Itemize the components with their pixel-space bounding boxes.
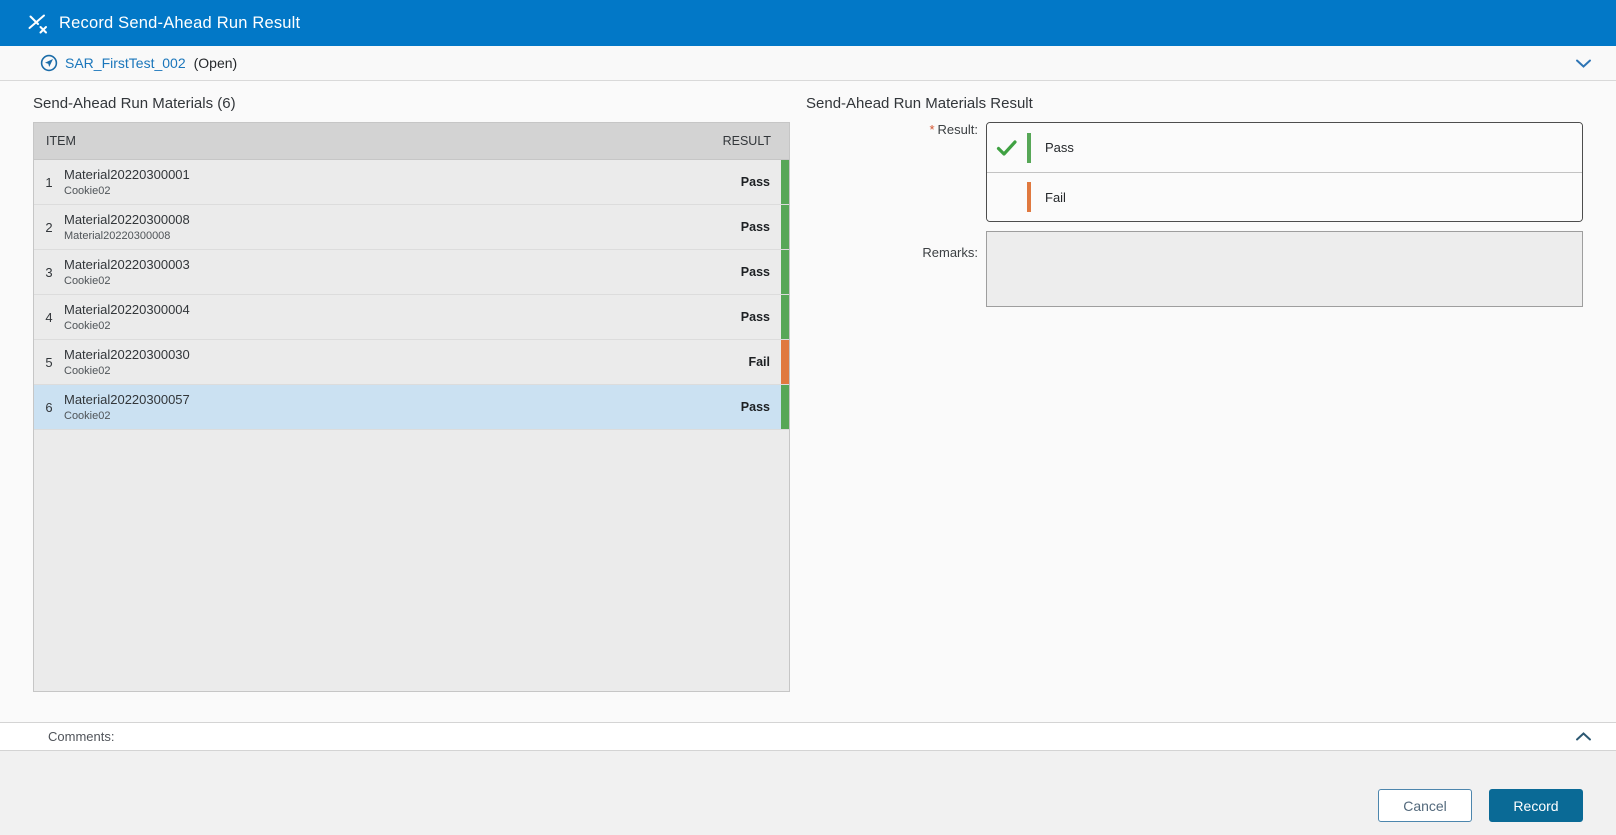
material-name: Material20220300001	[64, 167, 190, 182]
footer-actions: Cancel Record	[0, 751, 1616, 835]
context-bar: SAR_FirstTest_002 (Open)	[0, 46, 1616, 81]
material-row-main: Material20220300030 Cookie02	[64, 340, 748, 384]
materials-panel: Send-Ahead Run Materials (6) ITEM RESULT…	[33, 95, 790, 722]
material-name: Material20220300004	[64, 302, 190, 317]
material-row-main: Material20220300057 Cookie02	[64, 385, 741, 429]
material-row-number: 6	[45, 399, 53, 415]
column-header-item: ITEM	[46, 134, 76, 148]
remarks-field-row: Remarks:	[806, 231, 1583, 307]
material-row-main: Material20220300004 Cookie02	[64, 295, 741, 339]
material-description: Cookie02	[64, 275, 111, 287]
app-header: Record Send-Ahead Run Result	[0, 0, 1616, 46]
material-name: Material20220300003	[64, 257, 190, 272]
result-bar-pass	[781, 295, 789, 339]
material-description: Cookie02	[64, 185, 111, 197]
result-bar-fail	[781, 340, 789, 384]
record-result-icon	[26, 12, 48, 34]
materials-table-empty-area	[34, 430, 789, 691]
material-row-main: Material20220300003 Cookie02	[64, 250, 741, 294]
material-description: Cookie02	[64, 365, 111, 377]
result-panel: Send-Ahead Run Materials Result * Result:…	[806, 95, 1583, 722]
material-row-main: Material20220300008 Material20220300008	[64, 205, 741, 249]
material-name: Material20220300030	[64, 347, 190, 362]
materials-table: ITEM RESULT 1 Material20220300001 Cookie02…	[33, 122, 790, 692]
material-description: Cookie02	[64, 410, 111, 422]
material-description: Cookie02	[64, 320, 111, 332]
option-color-bar-pass	[1027, 132, 1031, 163]
material-result-value: Pass	[740, 265, 770, 279]
material-row-number: 3	[45, 264, 53, 280]
materials-panel-title: Send-Ahead Run Materials (6)	[33, 95, 236, 112]
comments-bar: Comments:	[0, 722, 1616, 751]
result-bar-pass	[781, 205, 789, 249]
result-panel-title: Send-Ahead Run Materials Result	[806, 95, 1033, 112]
result-option-fail[interactable]: Fail	[987, 172, 1582, 221]
material-row-number: 1	[45, 174, 53, 190]
result-bar-pass	[781, 160, 789, 204]
remarks-field-label: Remarks:	[922, 245, 978, 260]
result-option-pass[interactable]: Pass	[987, 123, 1582, 172]
chevron-up-icon[interactable]	[1575, 731, 1592, 742]
cancel-button[interactable]: Cancel	[1378, 789, 1472, 822]
material-row-number: 4	[45, 309, 53, 325]
material-row-number: 5	[45, 354, 53, 370]
required-mark: *	[929, 122, 935, 137]
navigate-run-icon	[40, 54, 58, 72]
material-name: Material20220300057	[64, 392, 190, 407]
checkmark-icon	[987, 139, 1027, 157]
material-row-number: 2	[45, 219, 53, 235]
result-options-box: Pass Fail	[986, 122, 1583, 222]
material-row-main: Material20220300001 Cookie02	[64, 160, 741, 204]
material-result-value: Pass	[740, 220, 770, 234]
page-title: Record Send-Ahead Run Result	[59, 13, 301, 32]
main-content: Send-Ahead Run Materials (6) ITEM RESULT…	[0, 81, 1616, 722]
record-button[interactable]: Record	[1489, 789, 1583, 822]
material-result-value: Fail	[748, 355, 770, 369]
material-row[interactable]: 4 Material20220300004 Cookie02 Pass	[34, 295, 789, 340]
materials-table-header: ITEM RESULT	[34, 123, 789, 160]
material-result-value: Pass	[740, 310, 770, 324]
result-bar-pass	[781, 250, 789, 294]
material-name: Material20220300008	[64, 212, 190, 227]
material-description: Material20220300008	[64, 230, 171, 242]
option-label: Pass	[1045, 140, 1074, 155]
option-color-bar-fail	[1027, 182, 1031, 212]
material-row[interactable]: 5 Material20220300030 Cookie02 Fail	[34, 340, 789, 385]
option-label: Fail	[1045, 189, 1066, 205]
run-status: (Open)	[193, 55, 238, 71]
result-label-text: Result:	[937, 122, 978, 137]
result-field-row: * Result: Pass Fail	[806, 122, 1583, 222]
material-row[interactable]: 3 Material20220300003 Cookie02 Pass	[34, 250, 789, 295]
remarks-input[interactable]	[986, 231, 1583, 307]
material-row[interactable]: 6 Material20220300057 Cookie02 Pass	[34, 385, 789, 430]
materials-table-body: 1 Material20220300001 Cookie02 Pass 2 Materia…	[34, 160, 789, 430]
run-name-link[interactable]: SAR_FirstTest_002	[65, 55, 186, 71]
chevron-down-icon[interactable]	[1575, 58, 1592, 69]
material-result-value: Pass	[740, 400, 770, 414]
material-result-value: Pass	[740, 175, 770, 189]
result-bar-pass	[781, 385, 789, 429]
comments-label: Comments:	[48, 729, 115, 744]
column-header-result: RESULT	[722, 134, 771, 148]
material-row[interactable]: 1 Material20220300001 Cookie02 Pass	[34, 160, 789, 205]
material-row[interactable]: 2 Material20220300008 Material20220300008 P…	[34, 205, 789, 250]
result-field-label: * Result:	[806, 122, 986, 222]
